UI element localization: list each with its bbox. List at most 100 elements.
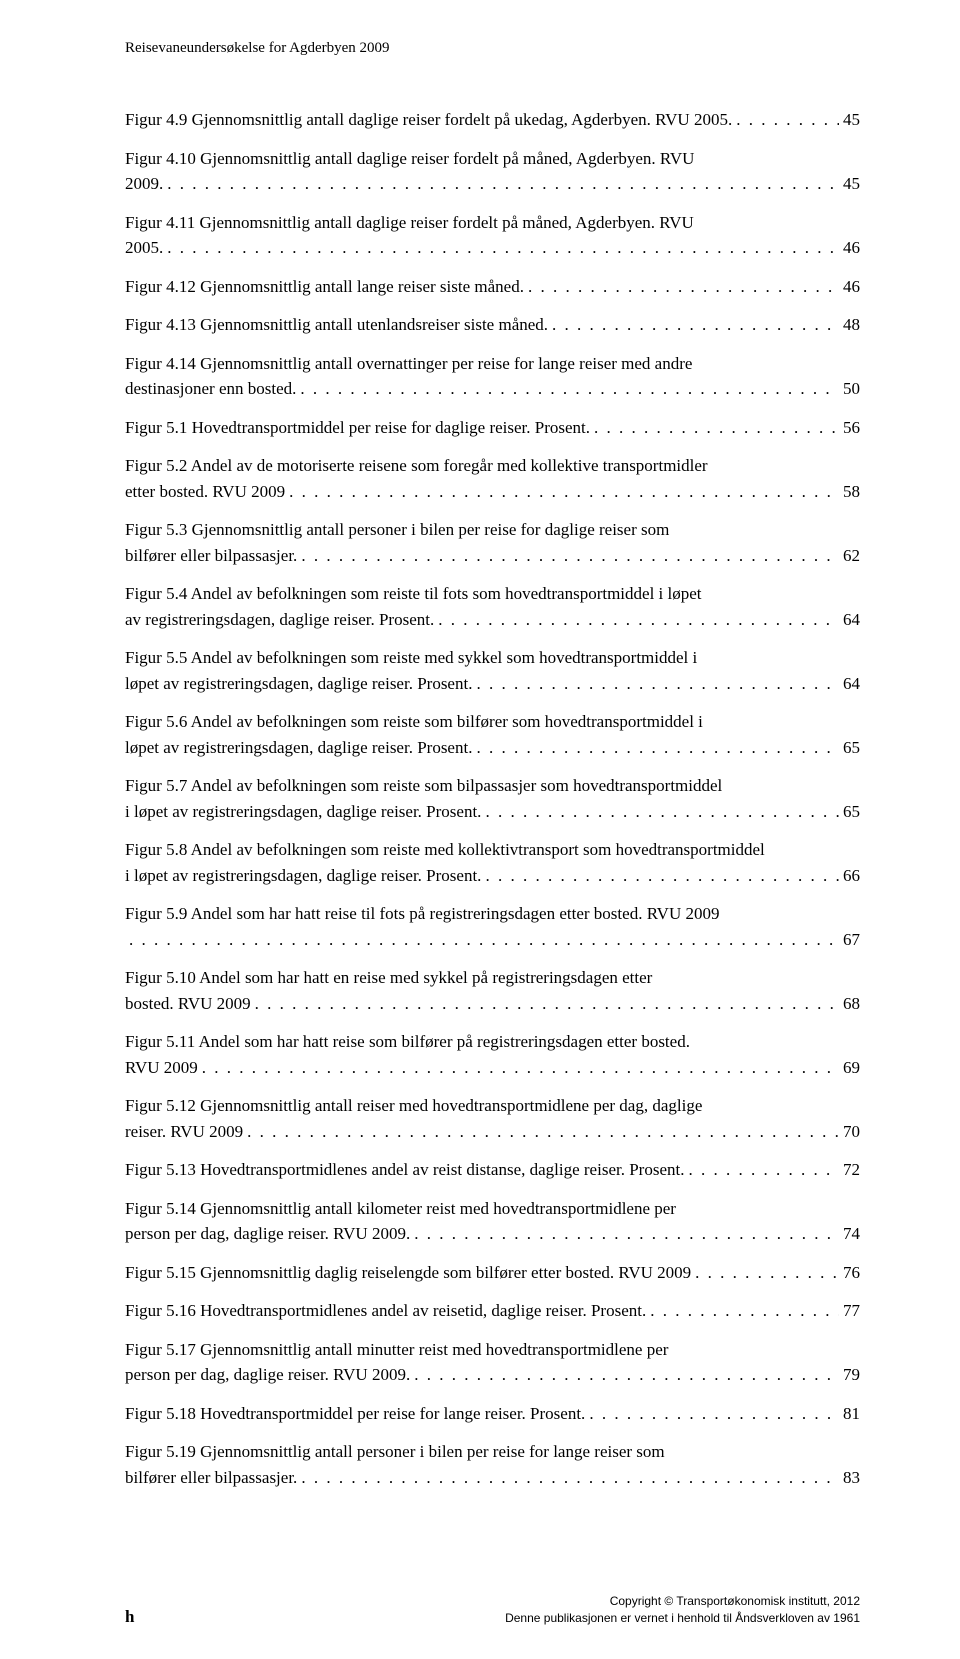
toc-page-number: 45 — [843, 107, 860, 133]
toc-entry: Figur 5.7 Andel av befolkningen som reis… — [125, 773, 860, 824]
toc-entry: Figur 5.9 Andel som har hatt reise til f… — [125, 901, 860, 952]
toc-leader-dots: . . . . . . . . . . . . . . . . . . . . … — [594, 415, 839, 441]
toc-page-number: 83 — [843, 1465, 860, 1491]
toc-entry: Figur 5.3 Gjennomsnittlig antall persone… — [125, 517, 860, 568]
toc-page-number: 62 — [843, 543, 860, 569]
toc-entry-text: Figur 5.19 Gjennomsnittlig antall person… — [125, 1439, 860, 1465]
toc-page-number: 66 — [843, 863, 860, 889]
toc-entry: Figur 5.10 Andel som har hatt en reise m… — [125, 965, 860, 1016]
toc-entry: Figur 5.6 Andel av befolkningen som reis… — [125, 709, 860, 760]
toc-leader-dots: . . . . . . . . . . . . . . . . . . . . … — [301, 543, 839, 569]
toc-entry-text: Figur 4.14 Gjennomsnittlig antall overna… — [125, 351, 860, 377]
toc-leader-dots: . . . . . . . . . . . . . . . . . . . . … — [476, 671, 839, 697]
toc-leader-dots: . . . . . . . . . . . . . . . . . . . . … — [438, 607, 839, 633]
toc-entry-text: Figur 5.11 Andel som har hatt reise som … — [125, 1029, 860, 1055]
toc-page-number: 79 — [843, 1362, 860, 1388]
toc-page-number: 45 — [843, 171, 860, 197]
toc-entry-text-tail: bilfører eller bilpassasjer. — [125, 543, 297, 569]
toc-leader-dots: . . . . . . . . . . . . . . . . . . . . … — [736, 107, 839, 133]
toc-entry: Figur 5.18 Hovedtransportmiddel per reis… — [125, 1401, 860, 1427]
toc-entry-text: Figur 5.8 Andel av befolkningen som reis… — [125, 837, 860, 863]
toc-page-number: 70 — [843, 1119, 860, 1145]
rights-line: Denne publikasjonen er vernet i henhold … — [505, 1610, 860, 1627]
toc-leader-dots: . . . . . . . . . . . . . . . . . . . . … — [247, 1119, 839, 1145]
toc-leader-dots: . . . . . . . . . . . . . . . . . . . . … — [695, 1260, 839, 1286]
toc-entry-text: Figur 5.12 Gjennomsnittlig antall reiser… — [125, 1093, 860, 1119]
toc-entry-text-tail: bosted. RVU 2009 — [125, 991, 251, 1017]
toc-entry-text-tail: i løpet av registreringsdagen, daglige r… — [125, 863, 481, 889]
toc-leader-dots: . . . . . . . . . . . . . . . . . . . . … — [301, 1465, 839, 1491]
toc-entry-text: Figur 5.14 Gjennomsnittlig antall kilome… — [125, 1196, 860, 1222]
toc-entry: Figur 5.4 Andel av befolkningen som reis… — [125, 581, 860, 632]
toc-page-number: 68 — [843, 991, 860, 1017]
toc-leader-dots: . . . . . . . . . . . . . . . . . . . . … — [552, 312, 839, 338]
toc-entry: Figur 5.1 Hovedtransportmiddel per reise… — [125, 415, 860, 441]
toc-entry: Figur 5.15 Gjennomsnittlig daglig reisel… — [125, 1260, 860, 1286]
toc-leader-dots: . . . . . . . . . . . . . . . . . . . . … — [202, 1055, 839, 1081]
toc-leader-dots: . . . . . . . . . . . . . . . . . . . . … — [129, 927, 839, 953]
toc-entry-text: Figur 5.15 Gjennomsnittlig daglig reisel… — [125, 1260, 691, 1286]
toc-entry-text: Figur 5.17 Gjennomsnittlig antall minutt… — [125, 1337, 860, 1363]
toc-entry-text: Figur 4.10 Gjennomsnittlig antall daglig… — [125, 146, 860, 172]
toc-leader-dots: . . . . . . . . . . . . . . . . . . . . … — [289, 479, 839, 505]
toc-page-number: 50 — [843, 376, 860, 402]
toc-entry-text: Figur 5.3 Gjennomsnittlig antall persone… — [125, 517, 860, 543]
toc-entry-text: Figur 4.11 Gjennomsnittlig antall daglig… — [125, 210, 860, 236]
toc-page-number: 64 — [843, 671, 860, 697]
toc-entry-text: Figur 5.7 Andel av befolkningen som reis… — [125, 773, 860, 799]
toc-page-number: 56 — [843, 415, 860, 441]
toc-entry: Figur 4.13 Gjennomsnittlig antall utenla… — [125, 312, 860, 338]
toc-entry: Figur 5.8 Andel av befolkningen som reis… — [125, 837, 860, 888]
toc-entry: Figur 4.10 Gjennomsnittlig antall daglig… — [125, 146, 860, 197]
toc-page-number: 77 — [843, 1298, 860, 1324]
toc-entry-text-tail: destinasjoner enn bosted. — [125, 376, 296, 402]
toc-entry-text-tail: 2005. — [125, 235, 163, 261]
toc-entry-text: Figur 5.13 Hovedtransportmidlenes andel … — [125, 1157, 684, 1183]
toc-leader-dots: . . . . . . . . . . . . . . . . . . . . … — [414, 1221, 839, 1247]
toc-entry-text: Figur 5.16 Hovedtransportmidlenes andel … — [125, 1298, 646, 1324]
toc-leader-dots: . . . . . . . . . . . . . . . . . . . . … — [650, 1298, 839, 1324]
toc-entry-text: Figur 5.18 Hovedtransportmiddel per reis… — [125, 1401, 585, 1427]
toc-leader-dots: . . . . . . . . . . . . . . . . . . . . … — [688, 1157, 839, 1183]
toc-entry: Figur 5.5 Andel av befolkningen som reis… — [125, 645, 860, 696]
toc-page-number: 64 — [843, 607, 860, 633]
toc-entry: Figur 5.16 Hovedtransportmidlenes andel … — [125, 1298, 860, 1324]
copyright-line: Copyright © Transportøkonomisk institutt… — [505, 1593, 860, 1610]
toc-page-number: 76 — [843, 1260, 860, 1286]
toc-page-number: 58 — [843, 479, 860, 505]
toc-entry-text: Figur 5.9 Andel som har hatt reise til f… — [125, 901, 860, 927]
toc-page-number: 67 — [843, 927, 860, 953]
toc-page-number: 69 — [843, 1055, 860, 1081]
toc-leader-dots: . . . . . . . . . . . . . . . . . . . . … — [589, 1401, 839, 1427]
toc-entry-text-tail: person per dag, daglige reiser. RVU 2009… — [125, 1362, 410, 1388]
toc-entry: Figur 4.12 Gjennomsnittlig antall lange … — [125, 274, 860, 300]
toc-page-number: 48 — [843, 312, 860, 338]
toc-page-number: 46 — [843, 274, 860, 300]
toc-entry-text-tail: i løpet av registreringsdagen, daglige r… — [125, 799, 481, 825]
toc-entry: Figur 4.9 Gjennomsnittlig antall daglige… — [125, 107, 860, 133]
toc-page-number: 72 — [843, 1157, 860, 1183]
toc-entry-text: Figur 5.4 Andel av befolkningen som reis… — [125, 581, 860, 607]
toc-entry: Figur 5.19 Gjennomsnittlig antall person… — [125, 1439, 860, 1490]
toc-leader-dots: . . . . . . . . . . . . . . . . . . . . … — [167, 171, 839, 197]
toc-entry-text: Figur 5.1 Hovedtransportmiddel per reise… — [125, 415, 590, 441]
toc-entry: Figur 5.12 Gjennomsnittlig antall reiser… — [125, 1093, 860, 1144]
toc-entry-text: Figur 5.10 Andel som har hatt en reise m… — [125, 965, 860, 991]
toc-entry-text-tail: etter bosted. RVU 2009 — [125, 479, 285, 505]
page-footer: h Copyright © Transportøkonomisk institu… — [125, 1593, 860, 1627]
page-header: Reisevaneundersøkelse for Agderbyen 2009 — [125, 40, 860, 57]
toc-leader-dots: . . . . . . . . . . . . . . . . . . . . … — [485, 799, 839, 825]
toc-leader-dots: . . . . . . . . . . . . . . . . . . . . … — [485, 863, 839, 889]
toc-entry-text-tail: løpet av registreringsdagen, daglige rei… — [125, 735, 472, 761]
toc-page-number: 46 — [843, 235, 860, 261]
toc-entry: Figur 5.17 Gjennomsnittlig antall minutt… — [125, 1337, 860, 1388]
toc-entry-text-tail: bilfører eller bilpassasjer. — [125, 1465, 297, 1491]
toc-page-number: 65 — [843, 735, 860, 761]
toc-entry-text: Figur 5.5 Andel av befolkningen som reis… — [125, 645, 860, 671]
toc-entry-text: Figur 4.9 Gjennomsnittlig antall daglige… — [125, 107, 732, 133]
toc-entry-text-tail: reiser. RVU 2009 — [125, 1119, 243, 1145]
toc-entry: Figur 5.14 Gjennomsnittlig antall kilome… — [125, 1196, 860, 1247]
toc-leader-dots: . . . . . . . . . . . . . . . . . . . . … — [528, 274, 839, 300]
toc-entry-text: Figur 4.13 Gjennomsnittlig antall utenla… — [125, 312, 548, 338]
page-indicator: h — [125, 1607, 134, 1627]
